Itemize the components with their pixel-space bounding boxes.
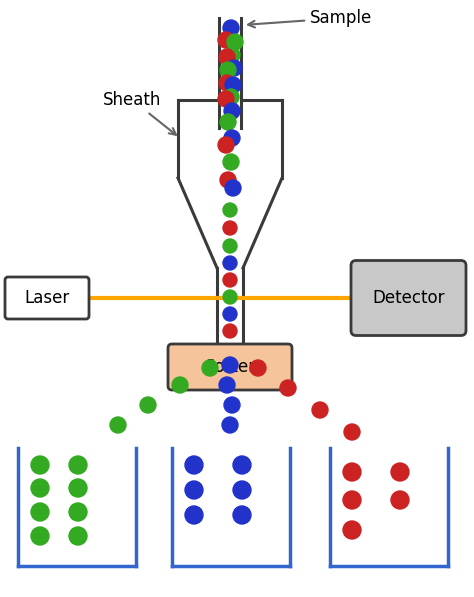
- Circle shape: [219, 75, 235, 91]
- Text: Sheath: Sheath: [103, 91, 176, 135]
- Text: Sample: Sample: [248, 9, 372, 27]
- Circle shape: [391, 491, 409, 509]
- Circle shape: [344, 424, 360, 440]
- Circle shape: [223, 239, 237, 253]
- Circle shape: [110, 417, 126, 433]
- Circle shape: [69, 503, 87, 521]
- Circle shape: [225, 180, 241, 196]
- Circle shape: [223, 290, 237, 304]
- Circle shape: [140, 397, 156, 413]
- FancyBboxPatch shape: [168, 344, 292, 390]
- Circle shape: [223, 221, 237, 235]
- Circle shape: [223, 307, 237, 321]
- Circle shape: [343, 491, 361, 509]
- Circle shape: [343, 463, 361, 481]
- Circle shape: [220, 114, 236, 130]
- Circle shape: [224, 47, 240, 63]
- Circle shape: [224, 397, 240, 413]
- Circle shape: [280, 380, 296, 396]
- Circle shape: [223, 256, 237, 270]
- Circle shape: [223, 20, 239, 36]
- Circle shape: [226, 60, 242, 76]
- Circle shape: [218, 137, 234, 153]
- Circle shape: [223, 154, 239, 170]
- Circle shape: [224, 130, 240, 146]
- Text: Detector: Detector: [372, 289, 445, 307]
- Circle shape: [202, 360, 218, 376]
- Circle shape: [223, 324, 237, 338]
- Circle shape: [31, 503, 49, 521]
- Circle shape: [223, 273, 237, 287]
- Circle shape: [185, 506, 203, 524]
- Circle shape: [172, 377, 188, 393]
- Circle shape: [31, 527, 49, 545]
- Circle shape: [227, 34, 243, 50]
- Circle shape: [31, 456, 49, 474]
- Circle shape: [233, 506, 251, 524]
- Circle shape: [69, 456, 87, 474]
- Circle shape: [69, 527, 87, 545]
- Circle shape: [222, 417, 238, 433]
- Circle shape: [224, 103, 240, 119]
- Circle shape: [233, 481, 251, 499]
- Circle shape: [219, 49, 235, 65]
- Circle shape: [218, 91, 234, 107]
- Circle shape: [185, 481, 203, 499]
- Circle shape: [219, 377, 235, 393]
- Circle shape: [31, 479, 49, 497]
- Circle shape: [185, 456, 203, 474]
- Text: Laser: Laser: [24, 289, 70, 307]
- Circle shape: [69, 479, 87, 497]
- Circle shape: [222, 357, 238, 373]
- Text: Sorter: Sorter: [204, 358, 255, 376]
- Circle shape: [223, 203, 237, 217]
- Circle shape: [220, 172, 236, 188]
- Circle shape: [225, 77, 241, 93]
- Circle shape: [218, 32, 234, 48]
- Circle shape: [220, 62, 236, 78]
- Circle shape: [250, 360, 266, 376]
- Circle shape: [223, 89, 239, 105]
- FancyBboxPatch shape: [351, 260, 466, 336]
- Circle shape: [391, 463, 409, 481]
- Circle shape: [312, 402, 328, 418]
- FancyBboxPatch shape: [5, 277, 89, 319]
- Circle shape: [343, 521, 361, 539]
- Circle shape: [233, 456, 251, 474]
